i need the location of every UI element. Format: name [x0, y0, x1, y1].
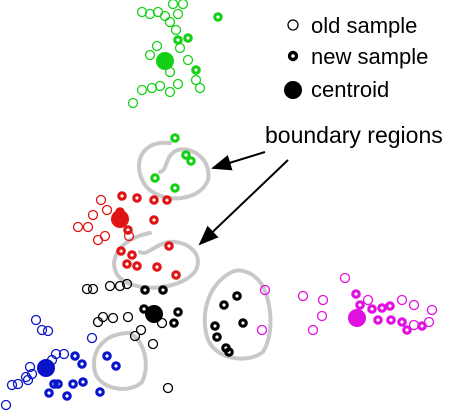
centroid-red: [111, 210, 129, 228]
arrow-to-upper-boundary: [211, 151, 266, 171]
centroid-magenta: [348, 309, 366, 327]
boundary-regions: [92, 140, 273, 391]
new-samples-green: [150, 12, 223, 193]
centroid-blue: [37, 359, 55, 377]
new-samples-red: [115, 191, 181, 280]
legend: old sample new sample centroid: [284, 13, 428, 102]
cluster-red: [72, 191, 181, 280]
new-samples-blue: [44, 351, 121, 401]
centroid-black: [145, 305, 163, 323]
new-samples-black: [139, 285, 248, 357]
legend-label-centroid: centroid: [311, 77, 389, 102]
old-samples-blue: [0, 314, 98, 411]
boundary-region-green-red: [137, 140, 211, 201]
cluster-blue: [0, 314, 121, 411]
centroid-green: [156, 52, 174, 70]
legend-label-new-sample: new sample: [311, 44, 428, 69]
new-samples-magenta: [351, 289, 427, 335]
legend-label-old-sample: old sample: [311, 13, 417, 38]
old-samples-black: [81, 278, 174, 394]
callout-arrows: [198, 151, 289, 246]
arrow-to-lower-boundary: [198, 159, 289, 246]
filled-circle-icon: [284, 81, 302, 99]
boundary-region-red-black: [112, 231, 200, 290]
cluster-black: [81, 278, 248, 394]
old-samples-green: [127, 0, 206, 109]
open-circle-icon: [287, 19, 299, 31]
cluster-green: [127, 0, 223, 193]
callout-label-boundary-regions: boundary regions: [265, 122, 443, 148]
boundary-region-black-magenta: [202, 268, 273, 361]
old-samples-red: [72, 194, 135, 246]
old-samples-magenta: [256, 272, 438, 336]
boundary-region-black-blue: [92, 331, 148, 391]
thick-ring-icon: [287, 50, 299, 62]
cluster-magenta: [256, 272, 438, 336]
